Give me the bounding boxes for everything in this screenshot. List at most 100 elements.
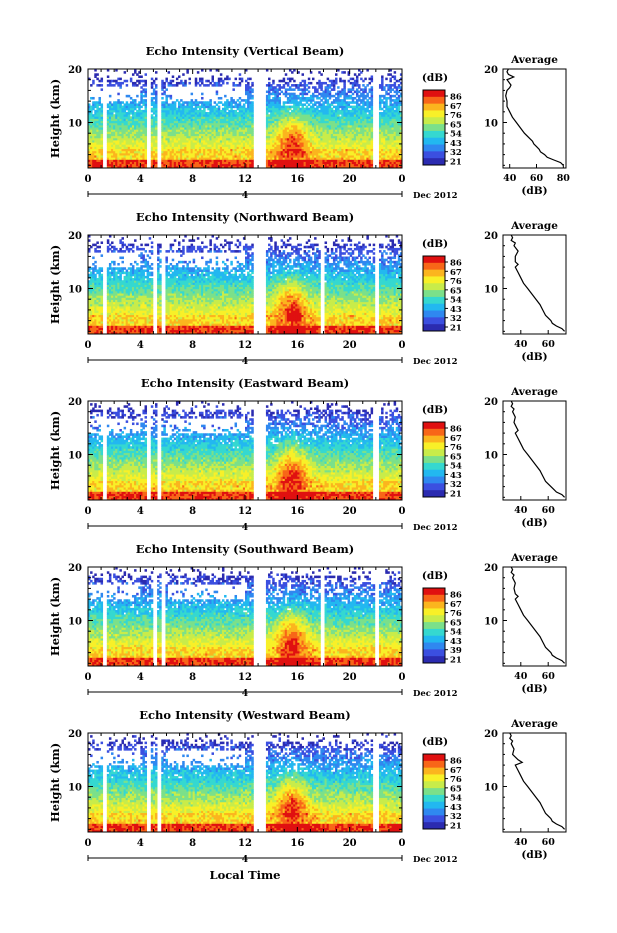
colorbar-band [423,97,445,104]
colorbar-band [423,436,445,443]
colorbar-band [423,256,445,263]
y-tick-label: 10 [68,783,82,794]
profile-frame [503,235,566,334]
colorbar-tick-label: 21 [450,324,462,334]
panel-title: Echo Intensity (Eastward Beam) [141,376,349,390]
colorbar-band [423,110,445,117]
profile-x-tick-label: 80 [557,173,571,184]
day-label: 4 [242,191,248,201]
x-tick-label: 4 [137,506,144,517]
y-tick-label: 20 [68,563,82,574]
profile-title: Average [510,552,558,564]
x-tick-label: 0 [85,672,92,683]
profile-line [511,401,564,497]
colorbar-band [423,131,445,138]
x-tick-label: 16 [290,838,304,849]
colorbar-band [423,311,445,318]
profile-line [510,733,565,829]
colorbar-band [423,456,445,463]
colorbar-band [423,263,445,270]
x-tick-label: 12 [238,672,252,683]
colorbar-band [423,483,445,490]
x-tick-label: 20 [343,838,357,849]
y-tick-label: 10 [68,617,82,628]
x-tick-label: 0 [399,672,406,683]
colorbar-label: (dB) [422,736,448,748]
colorbar-band [423,90,445,97]
profile-x-tick-label: 40 [514,837,528,848]
panel-title: Echo Intensity (Southward Beam) [136,542,354,556]
profile-title: Average [510,54,558,66]
colorbar-band [423,608,445,615]
x-tick-label: 12 [238,340,252,351]
profile-title: Average [510,718,558,730]
echo-heatmap [88,69,402,168]
profile-y-tick-label: 10 [484,119,498,130]
profile-y-tick-label: 10 [484,617,498,628]
colorbar-label: (dB) [422,238,448,250]
x-tick-label: 8 [189,340,196,351]
colorbar-band [423,602,445,609]
x-tick-label: 4 [137,174,144,185]
x-tick-label: 16 [290,506,304,517]
x-tick-label: 12 [238,506,252,517]
colorbar-band [423,297,445,304]
colorbar-label: (dB) [422,570,448,582]
x-tick-label: 8 [189,672,196,683]
colorbar-band [423,145,445,152]
y-tick-label: 10 [68,451,82,462]
colorbar-band [423,622,445,629]
x-tick-label: 0 [399,506,406,517]
profile-title: Average [510,220,558,232]
profile-x-tick-label: 40 [503,173,517,184]
colorbar-tick-label: 21 [450,158,462,168]
colorbar-band [423,151,445,158]
colorbar-band [423,124,445,131]
profile-x-label: (dB) [521,185,547,197]
colorbar-band [423,595,445,602]
profile-y-tick-label: 20 [484,563,498,574]
colorbar-label: (dB) [422,72,448,84]
profile-y-tick-label: 20 [484,729,498,740]
colorbar-tick-label: 21 [450,656,462,666]
x-tick-label: 8 [189,506,196,517]
date-label: Dec 2012 [413,357,458,367]
date-label: Dec 2012 [413,523,458,533]
x-tick-label: 0 [85,340,92,351]
x-tick-label: 20 [343,506,357,517]
profile-frame [503,567,566,666]
colorbar-label: (dB) [422,404,448,416]
y-tick-label: 10 [68,285,82,296]
profile-x-tick-label: 60 [542,505,556,516]
profile-x-label: (dB) [521,683,547,695]
date-label: Dec 2012 [413,689,458,699]
profile-x-tick-label: 60 [542,339,556,350]
profile-title: Average [510,386,558,398]
echo-heatmap [88,235,402,334]
x-tick-label: 4 [137,340,144,351]
echo-heatmap [88,567,402,666]
y-axis-label: Height (km) [48,245,62,324]
x-tick-label: 4 [137,838,144,849]
colorbar-band [423,477,445,484]
profile-x-tick-label: 60 [542,671,556,682]
date-label: Dec 2012 [413,191,458,201]
date-label: Dec 2012 [413,855,458,865]
colorbar-band [423,615,445,622]
colorbar-band [423,104,445,111]
x-tick-label: 0 [399,340,406,351]
echo-heatmap [88,401,402,500]
colorbar-band [423,290,445,297]
colorbar-band [423,822,445,829]
profile-x-tick-label: 60 [542,837,556,848]
profile-frame [503,69,566,168]
x-tick-label: 0 [85,506,92,517]
